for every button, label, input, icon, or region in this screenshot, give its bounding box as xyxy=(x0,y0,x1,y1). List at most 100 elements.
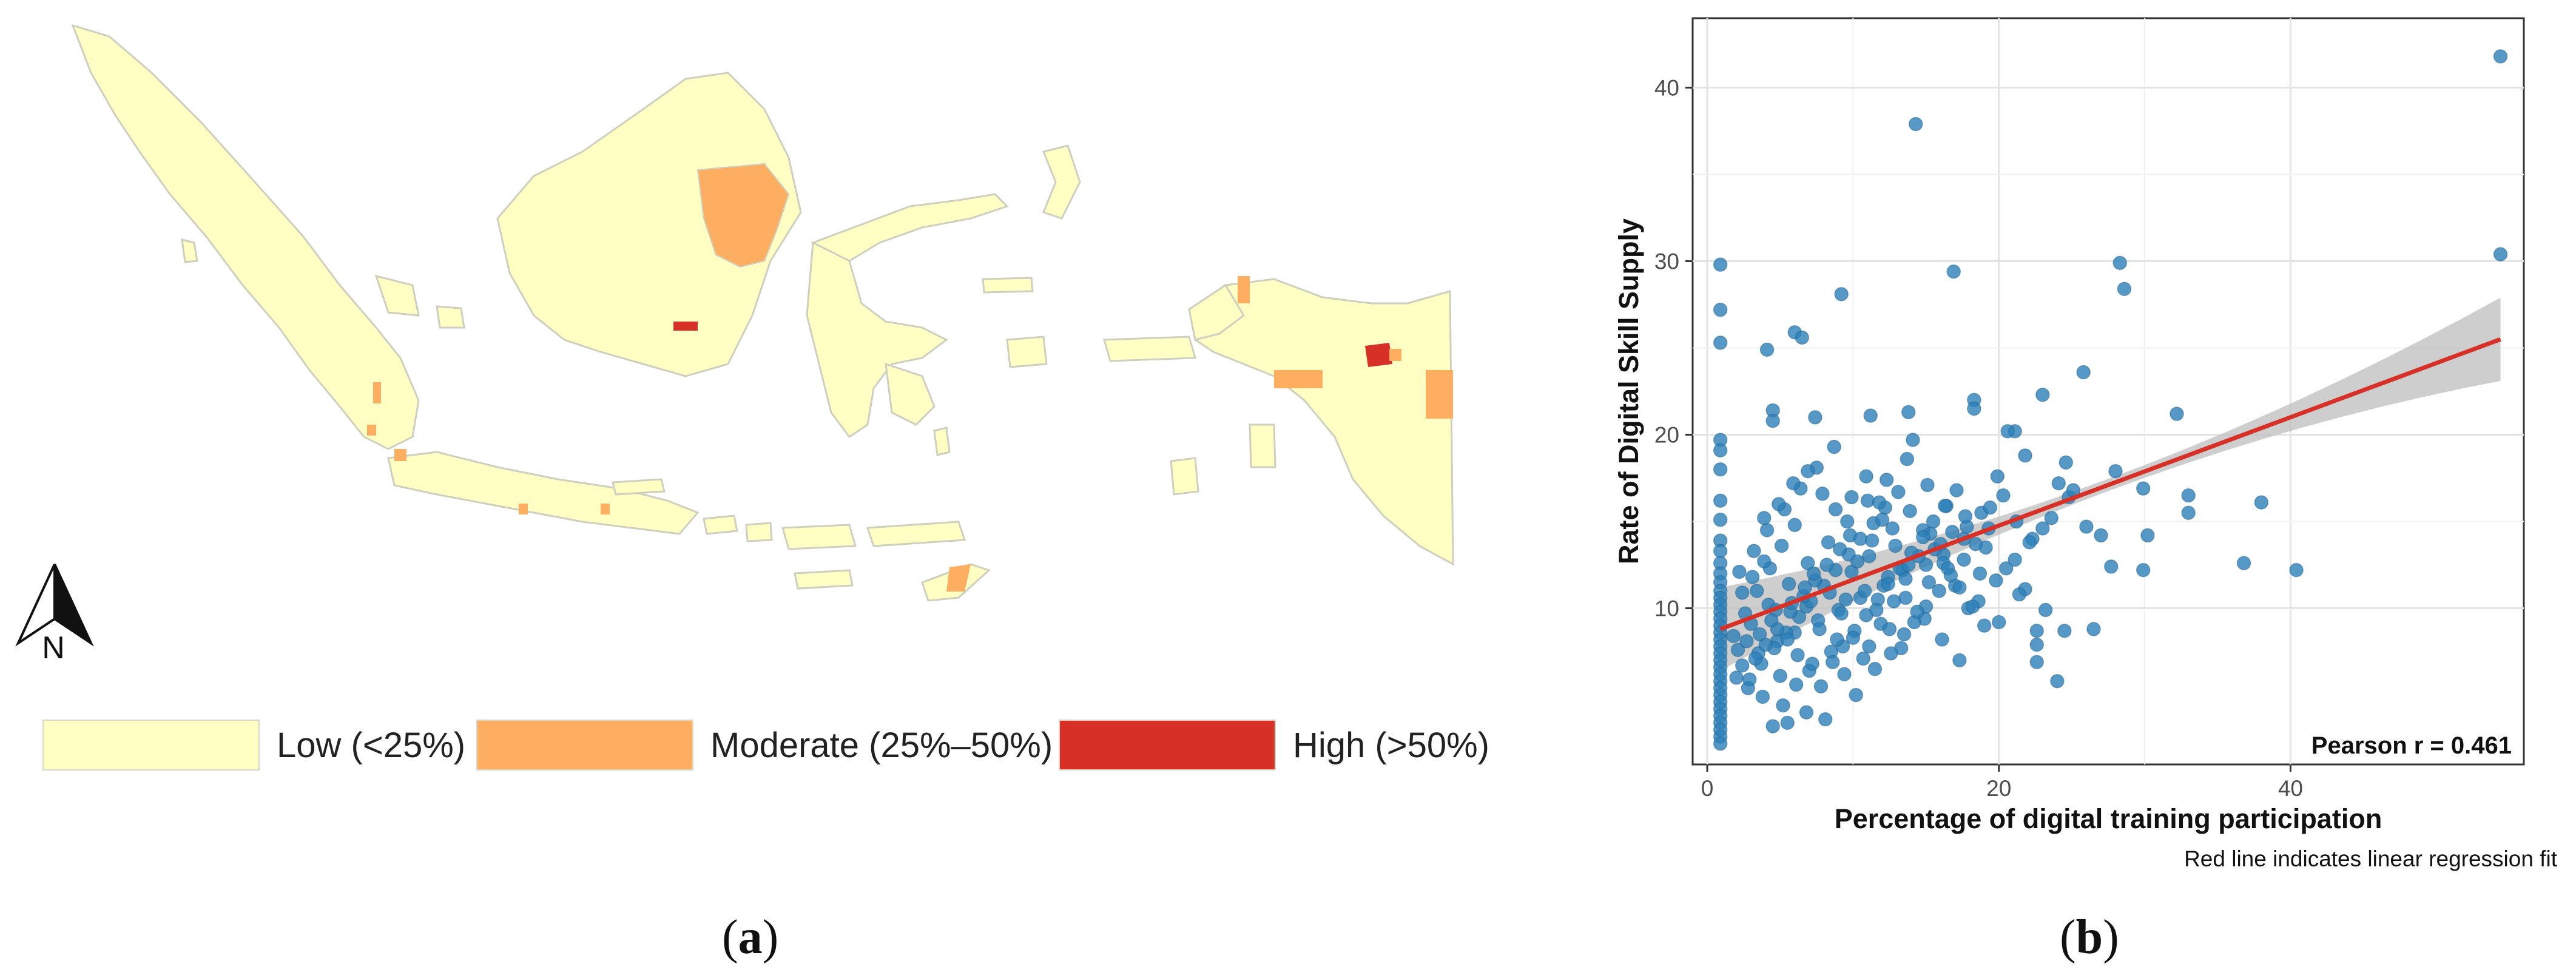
data-point xyxy=(1989,573,2003,588)
data-point xyxy=(2170,406,2184,421)
data-point xyxy=(1729,670,1744,685)
data-point xyxy=(1863,408,1878,423)
data-point xyxy=(1834,287,1849,302)
data-point xyxy=(1789,677,1804,692)
region-halmahera xyxy=(1042,144,1081,220)
legend-swatch-moderate xyxy=(476,720,693,771)
data-point xyxy=(1900,451,1915,467)
data-point xyxy=(1773,669,1787,683)
axis-ticks: 0 20 40 10 20 30 40 xyxy=(1654,75,2303,801)
data-point xyxy=(1910,604,1924,619)
data-point xyxy=(1856,651,1870,666)
data-point xyxy=(1834,606,1849,621)
data-point xyxy=(2076,365,2091,380)
data-point xyxy=(1713,302,1728,317)
data-point xyxy=(1827,439,1841,454)
data-point xyxy=(1713,336,1728,350)
panel-label-b: (b) xyxy=(2060,911,2119,964)
data-point xyxy=(1972,566,1988,581)
region-moderate-ntt xyxy=(946,564,971,592)
data-point xyxy=(1850,554,1865,569)
data-point xyxy=(1813,679,1829,694)
north-arrow-icon: N xyxy=(15,564,94,666)
region-kalimantan xyxy=(496,72,802,377)
data-point xyxy=(1857,584,1872,598)
region-moderate-java3 xyxy=(601,504,610,514)
data-point xyxy=(1713,512,1728,527)
region-bali xyxy=(703,514,738,535)
data-point xyxy=(1808,410,1822,425)
data-point xyxy=(2236,556,2251,570)
data-point xyxy=(1958,509,1973,524)
data-point xyxy=(2108,464,2123,479)
data-point xyxy=(2493,49,2508,64)
data-point xyxy=(1859,469,1873,484)
legend-swatch-high xyxy=(1059,720,1276,771)
region-tanimbar xyxy=(1170,457,1199,496)
data-point xyxy=(1965,599,1980,614)
region-madura xyxy=(612,478,666,496)
region-sumatra xyxy=(71,24,420,450)
data-point xyxy=(2029,623,2044,638)
y-tick-label: 10 xyxy=(1654,596,1679,621)
data-point xyxy=(1901,405,1916,420)
region-moderate-lampung xyxy=(367,425,376,436)
data-point xyxy=(2038,602,2053,618)
region-sumbawa xyxy=(781,524,857,550)
data-point xyxy=(2140,528,2155,543)
data-point xyxy=(1750,584,1764,598)
y-tick-label: 40 xyxy=(1654,75,1679,100)
data-point xyxy=(1864,533,1880,548)
data-point xyxy=(2035,387,2050,402)
regression-line-layer xyxy=(1719,337,2501,632)
data-point xyxy=(2254,495,2269,510)
data-point xyxy=(1799,705,1814,720)
panel-label-a: (a) xyxy=(722,911,779,964)
region-java xyxy=(387,451,700,535)
data-point xyxy=(1801,464,1815,479)
data-point xyxy=(1713,443,1728,458)
data-point xyxy=(1844,490,1859,505)
data-point xyxy=(2022,535,2037,550)
legend-label-low: Low (<25%) xyxy=(277,725,466,765)
data-point xyxy=(1819,558,1834,572)
data-point xyxy=(1886,594,1901,609)
data-point xyxy=(1735,658,1750,673)
data-point xyxy=(1757,511,1772,525)
region-sulawesi-southeast xyxy=(885,362,936,426)
data-point xyxy=(1735,585,1750,600)
data-point xyxy=(1742,672,1757,687)
data-point xyxy=(1745,570,1760,584)
y-tick-label: 20 xyxy=(1654,423,1679,448)
data-point xyxy=(1713,544,1728,558)
region-aru xyxy=(1249,423,1276,468)
data-point xyxy=(1774,538,1789,553)
region-lombok xyxy=(745,522,773,542)
region-sulawesi-north xyxy=(811,193,1009,262)
data-point xyxy=(1812,622,1827,636)
region-high-papua xyxy=(1365,343,1392,367)
data-point xyxy=(1846,630,1861,645)
data-point xyxy=(2086,622,2101,636)
x-tick-label: 20 xyxy=(1986,776,2011,801)
data-point xyxy=(1790,648,1805,663)
data-point xyxy=(1862,548,1876,564)
north-label: N xyxy=(42,630,65,666)
data-point xyxy=(1840,514,1855,529)
data-point xyxy=(1983,500,1998,515)
data-point xyxy=(2112,255,2127,271)
map-panel: N Low (<25%) Moderate (25%–50%) High (>5… xyxy=(15,24,1489,771)
data-point xyxy=(1952,653,1967,668)
region-bird-head xyxy=(1188,283,1245,341)
region-moderate-kaltim xyxy=(696,163,790,268)
data-point xyxy=(1776,698,1790,713)
region-sula xyxy=(982,277,1034,294)
region-flores xyxy=(866,521,966,547)
data-point xyxy=(2050,673,2065,689)
data-point xyxy=(2051,476,2066,491)
data-point xyxy=(2008,552,2022,567)
data-point xyxy=(1795,330,1810,345)
data-point xyxy=(1869,602,1884,618)
data-point xyxy=(2181,488,2196,503)
data-point xyxy=(1752,627,1767,642)
